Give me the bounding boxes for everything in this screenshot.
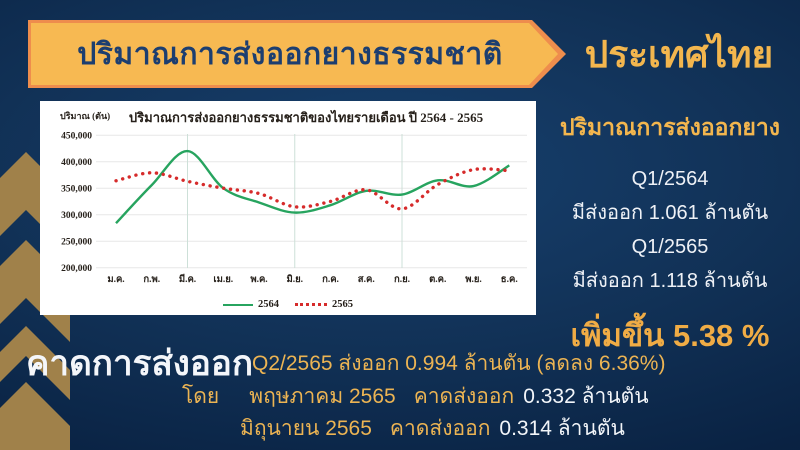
legend-line-swatch-2564 [223, 303, 253, 306]
forecast-month-may: พฤษภาคม 2565 [249, 385, 396, 408]
summary-line-q1-2564: Q1/2564 [631, 168, 709, 190]
forecast-heading: คาดการส่งออก [26, 344, 254, 383]
export-line-chart: 200,000 250,000 300,000 350,000 400,000 450,0… [61, 132, 527, 285]
svg-text:ส.ค.: ส.ค. [358, 275, 375, 285]
chart-card: ปริมาณ (ตัน) ปริมาณการส่งออกยางธรรมชาติข… [40, 101, 536, 315]
forecast-row-jun: มิถุนายน 2565 คาดส่งออก 0.314 ล้านตัน [240, 412, 625, 445]
y-axis-label: ปริมาณ (ตัน) [60, 111, 111, 121]
forecast-row-may: โดย พฤษภาคม 2565 คาดส่งออก 0.332 ล้านตัน [182, 380, 649, 413]
summary-heading: ปริมาณการส่งออกยาง [559, 114, 780, 140]
forecast-month-jun: มิถุนายน 2565 [240, 417, 372, 440]
svg-text:มิ.ย.: มิ.ย. [286, 274, 303, 285]
svg-text:พ.ค.: พ.ค. [250, 275, 267, 285]
summary-line-q1-2565: Q1/2565 [631, 236, 709, 258]
chart-legend: 2564 2565 [40, 299, 536, 310]
legend-label-2564: 2564 [258, 299, 279, 310]
svg-text:มี.ค.: มี.ค. [179, 273, 196, 285]
legend-item-2564: 2564 [223, 299, 279, 310]
title-banner: ปริมาณการส่งออกยางธรรมชาติ [28, 20, 568, 88]
country-title: ประเทศไทย [584, 33, 774, 75]
svg-text:250,000: 250,000 [61, 238, 92, 248]
svg-text:ก.ค.: ก.ค. [322, 275, 339, 285]
svg-text:เม.ย.: เม.ย. [213, 275, 233, 285]
legend-item-2565: 2565 [295, 299, 353, 310]
summary-line-q1-2565-value: มีส่งออก 1.118 ล้านตัน [572, 270, 768, 292]
svg-text:400,000: 400,000 [61, 158, 92, 168]
svg-text:พ.ย.: พ.ย. [465, 275, 482, 285]
forecast-q2-line: Q2/2565 ส่งออก 0.994 ล้านตัน (ลดลง 6.36%… [252, 352, 666, 375]
svg-text:ต.ค.: ต.ค. [429, 275, 446, 285]
forecast-label-jun: คาดส่งออก [389, 417, 491, 440]
svg-text:350,000: 350,000 [61, 185, 92, 195]
summary-line-q1-2564-value: มีส่งออก 1.061 ล้านตัน [571, 202, 769, 224]
growth-highlight: เพิ่มขึ้น 5.38 % [570, 318, 770, 353]
svg-text:300,000: 300,000 [61, 211, 92, 221]
svg-text:ม.ค.: ม.ค. [107, 275, 124, 285]
banner-title: ปริมาณการส่งออกยางธรรมชาติ [77, 37, 503, 71]
forecast-prefix: โดย [182, 385, 220, 408]
svg-text:450,000: 450,000 [61, 132, 92, 142]
summary-panel: ปริมาณการส่งออกยาง Q1/2564 มีส่งออก 1.06… [545, 110, 795, 360]
svg-text:ก.พ.: ก.พ. [143, 275, 160, 285]
svg-text:ก.ย.: ก.ย. [394, 275, 410, 285]
svg-text:ธ.ค.: ธ.ค. [501, 275, 518, 285]
forecast-value-may: 0.332 ล้านตัน [523, 385, 649, 408]
banner-ribbon-shape [28, 20, 566, 88]
forecast-label-may: คาดส่งออก [413, 385, 515, 408]
svg-text:200,000: 200,000 [61, 264, 92, 274]
legend-label-2565: 2565 [332, 299, 353, 310]
forecast-value-jun: 0.314 ล้านตัน [499, 417, 625, 440]
chart-title: ปริมาณการส่งออกยางธรรมชาติของไทยรายเดือน… [128, 110, 484, 125]
legend-dots-swatch-2565 [295, 303, 327, 306]
